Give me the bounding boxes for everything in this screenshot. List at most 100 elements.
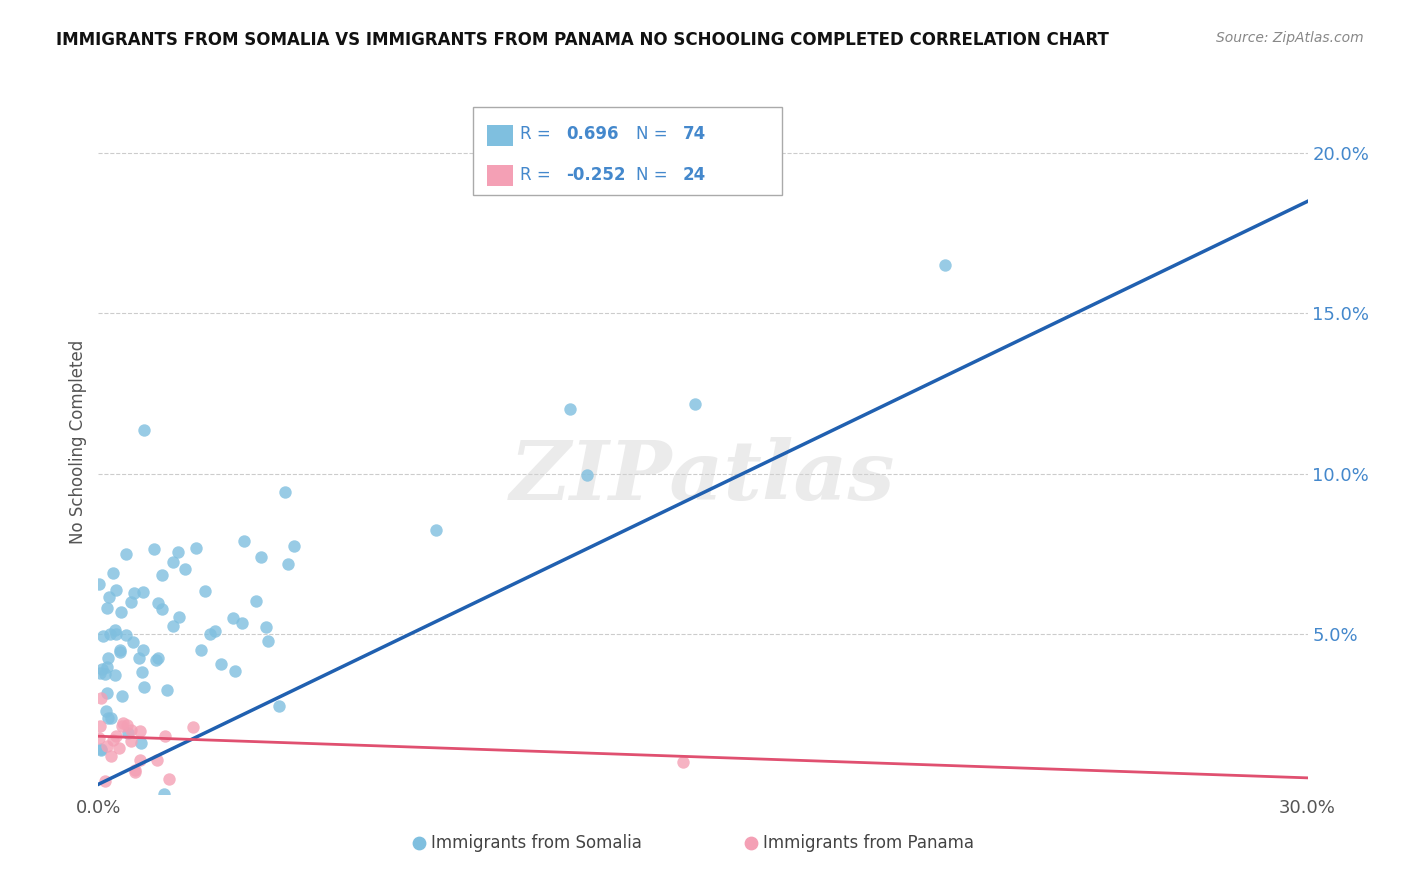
Text: Immigrants from Somalia: Immigrants from Somalia [432, 834, 641, 852]
Point [120, 723, 142, 738]
Point [194, 583, 217, 598]
Point [277, 557, 299, 571]
Point [110, 645, 132, 659]
Text: IMMIGRANTS FROM SOMALIA VS IMMIGRANTS FROM PANAMA NO SCHOOLING COMPLETED CORRELA: IMMIGRANTS FROM SOMALIA VS IMMIGRANTS FR… [56, 31, 1109, 49]
Point [110, 719, 132, 733]
Point [89, 577, 111, 591]
Point [156, 682, 179, 697]
Point [98, 627, 121, 641]
FancyBboxPatch shape [486, 125, 513, 145]
Point [167, 610, 190, 624]
Point [184, 541, 207, 556]
Point [104, 729, 127, 743]
Point [96, 686, 118, 700]
Y-axis label: No Schooling Completed: No Schooling Completed [69, 340, 87, 543]
Point [269, 698, 291, 713]
Point [209, 657, 232, 671]
Point [104, 623, 127, 637]
Point [157, 772, 180, 787]
Point [150, 602, 173, 616]
Text: 74: 74 [682, 126, 706, 144]
Point [250, 550, 273, 565]
Point [115, 628, 138, 642]
Point [101, 566, 124, 580]
Point [132, 642, 155, 657]
Point [153, 729, 176, 743]
Point [89, 719, 111, 733]
Point [190, 642, 212, 657]
Point [94, 774, 117, 789]
Point [128, 723, 150, 738]
Point [96, 660, 118, 674]
Point [103, 732, 125, 747]
Point [132, 680, 155, 694]
Point [124, 765, 146, 780]
Text: 24: 24 [682, 166, 706, 184]
Point [96, 739, 118, 754]
Point [97, 651, 120, 665]
Text: Source: ZipAtlas.com: Source: ZipAtlas.com [1216, 31, 1364, 45]
Point [104, 582, 127, 597]
Text: N =: N = [637, 126, 668, 144]
Point [98, 590, 121, 604]
Point [93, 629, 115, 643]
Point [124, 586, 146, 600]
Point [162, 554, 184, 568]
Point [89, 665, 111, 680]
Point [97, 711, 120, 725]
Point [129, 753, 152, 767]
Point [100, 748, 122, 763]
Point [122, 634, 145, 648]
Point [108, 642, 131, 657]
Point [181, 721, 204, 735]
Text: -0.252: -0.252 [567, 166, 626, 184]
Point [153, 787, 176, 801]
Point [87, 731, 110, 745]
Point [173, 562, 195, 576]
Point [131, 585, 153, 599]
Point [283, 540, 305, 554]
Text: R =: R = [520, 126, 551, 144]
Point [233, 533, 256, 548]
Point [146, 650, 169, 665]
Point [112, 716, 135, 731]
Point [129, 736, 152, 750]
Point [124, 764, 146, 778]
Text: N =: N = [637, 166, 668, 184]
Point [257, 634, 280, 648]
Point [934, 258, 956, 272]
Text: Immigrants from Panama: Immigrants from Panama [763, 834, 974, 852]
Point [145, 653, 167, 667]
Point [93, 667, 115, 681]
Point [167, 545, 190, 559]
Point [117, 726, 139, 740]
Point [146, 596, 169, 610]
Point [96, 600, 118, 615]
Point [128, 651, 150, 665]
Point [90, 742, 112, 756]
Point [150, 568, 173, 582]
Point [231, 615, 253, 630]
Point [245, 594, 267, 608]
Point [224, 664, 246, 678]
Point [425, 523, 447, 537]
Point [204, 624, 226, 638]
FancyBboxPatch shape [474, 107, 782, 194]
Point [90, 690, 112, 705]
Point [90, 662, 112, 676]
Point [162, 618, 184, 632]
Point [273, 484, 295, 499]
Text: ZIPatlas: ZIPatlas [510, 437, 896, 516]
Point [200, 627, 222, 641]
Point [90, 742, 112, 756]
Text: R =: R = [520, 166, 551, 184]
Point [131, 665, 153, 680]
Point [114, 547, 136, 561]
Point [104, 668, 127, 682]
Point [576, 468, 599, 483]
Point [254, 620, 277, 634]
Point [110, 605, 132, 619]
Point [222, 611, 245, 625]
Point [558, 402, 581, 417]
Point [94, 705, 117, 719]
